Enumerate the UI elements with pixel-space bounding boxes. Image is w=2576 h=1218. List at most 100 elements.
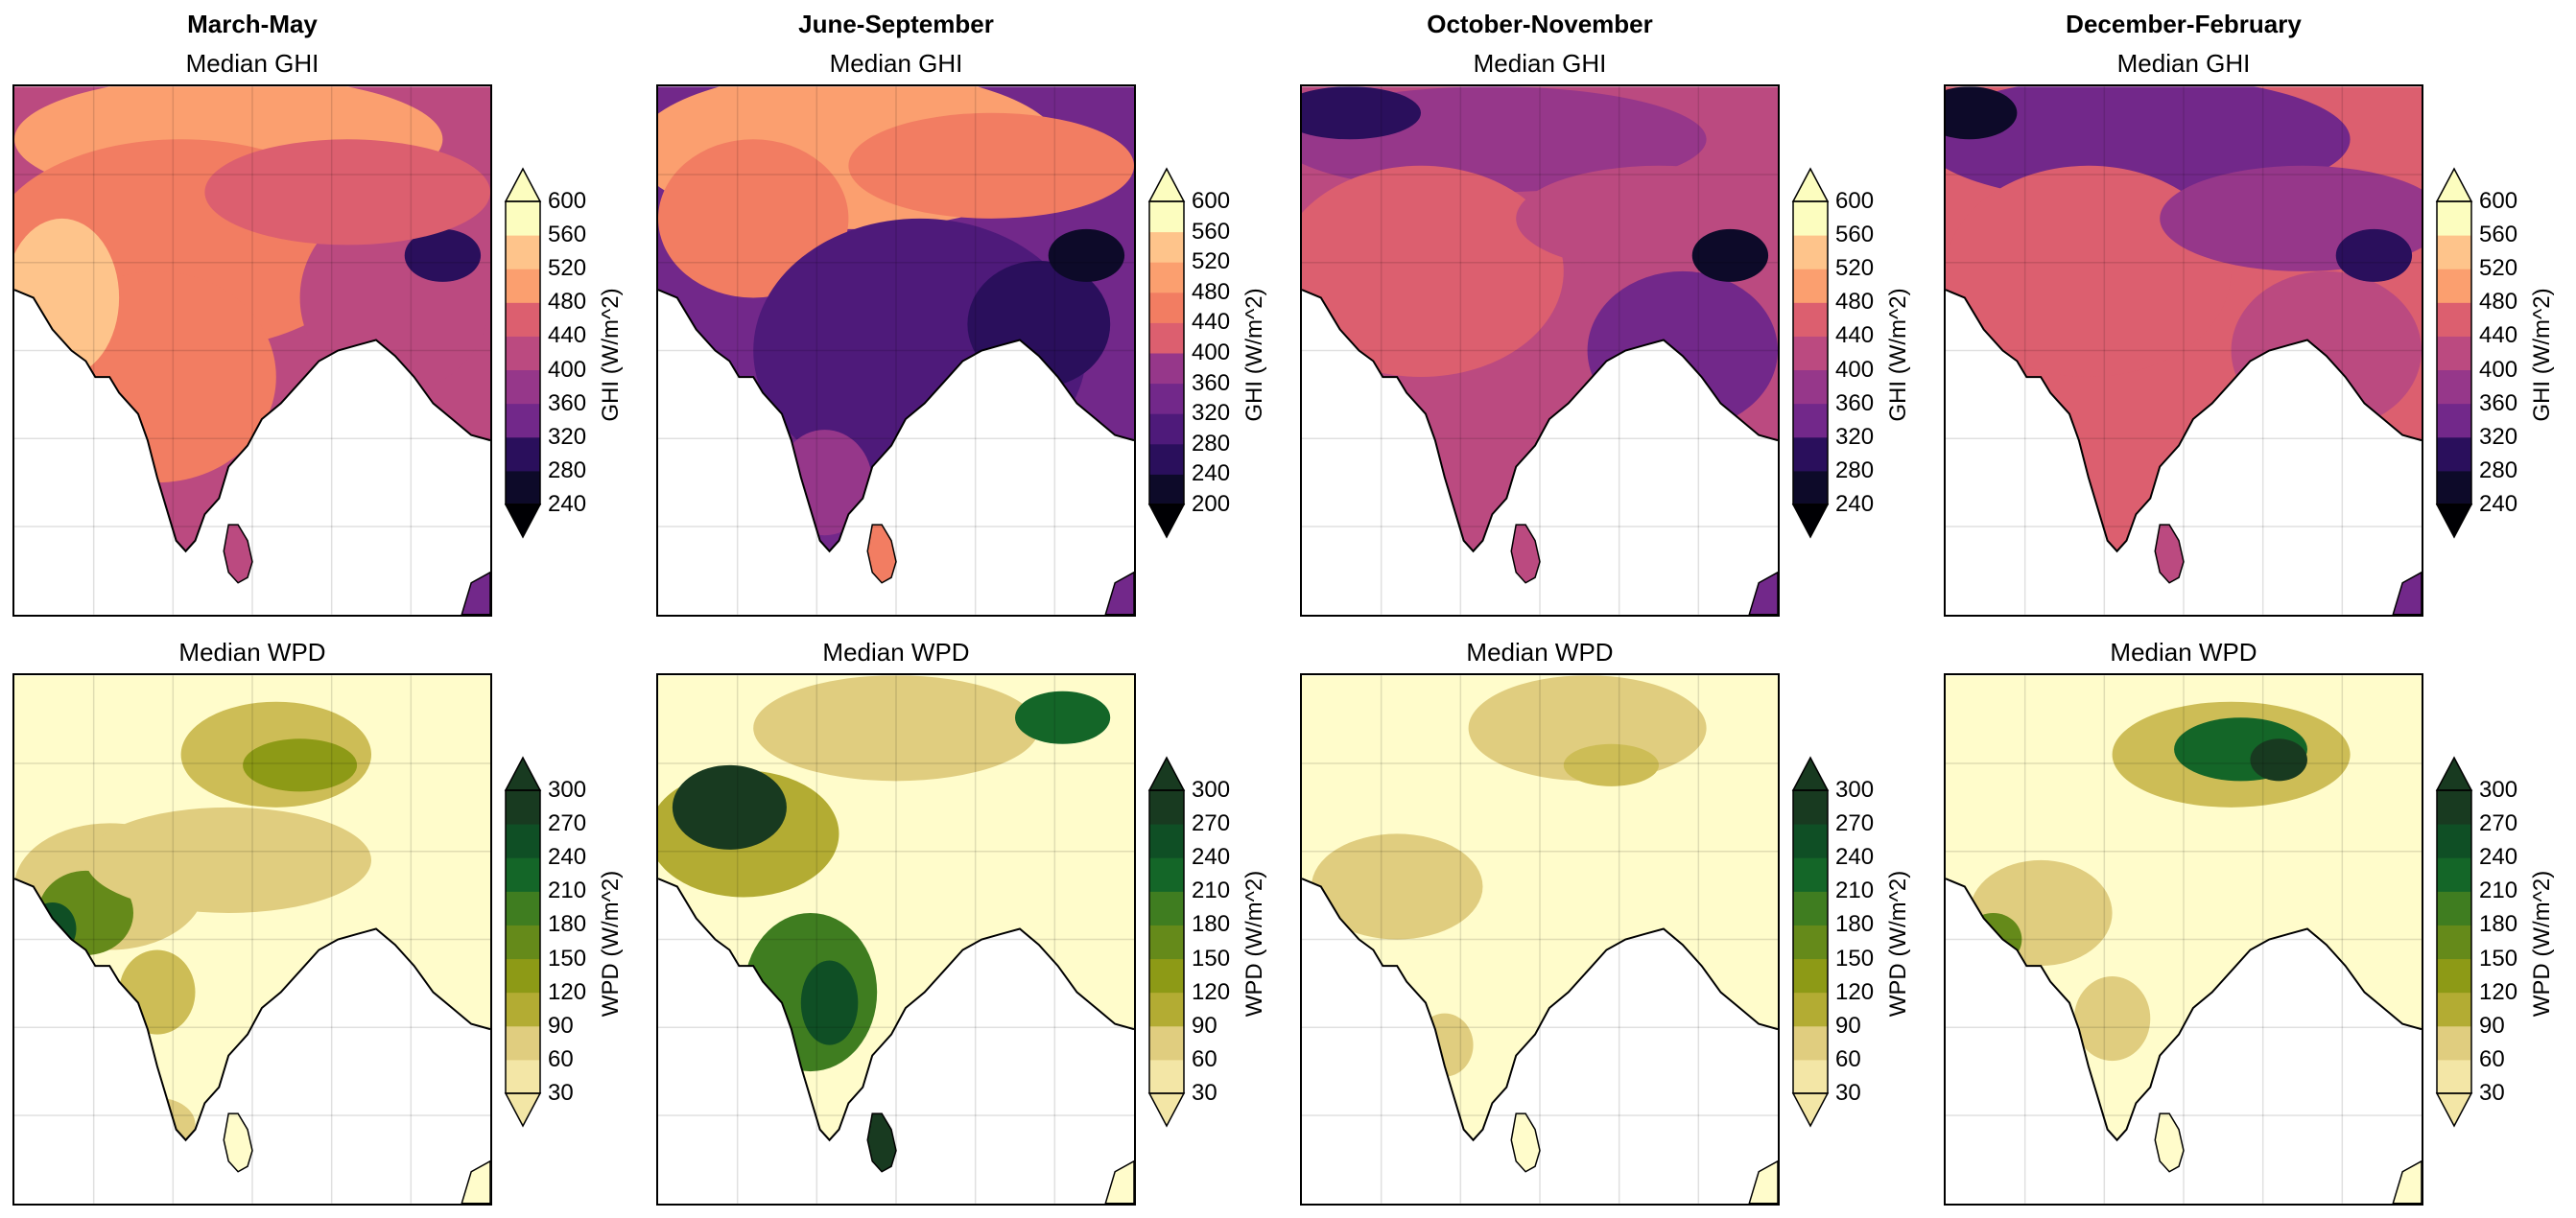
wpd-colorbar-tick-label: 270 <box>1835 810 1875 837</box>
wpd-colorbar-segment <box>1793 824 1828 858</box>
wpd-panel <box>12 673 492 1206</box>
wpd-colorbar-frame <box>2436 789 2472 1094</box>
ghi-colorbar-segment <box>506 403 540 438</box>
wpd-field-patch <box>119 949 196 1035</box>
ghi-colorbar-swatches <box>1147 167 1186 539</box>
sri-lanka-landmass <box>2154 524 2185 584</box>
ghi-colorbar-swatches <box>1791 167 1830 539</box>
wpd-colorbar-tick-label: 210 <box>1835 878 1875 904</box>
corner-landmass <box>1748 571 1778 615</box>
ghi-colorbar-segment <box>2437 235 2471 269</box>
ghi-colorbar-label: GHI (W/m^2) <box>1885 288 1911 422</box>
ghi-field-patch <box>2335 228 2413 282</box>
wpd-colorbar-swatches <box>1791 756 1830 1128</box>
ghi-colorbar-tick-label: 600 <box>1192 188 1231 214</box>
wpd-colorbar-tick-label: 210 <box>548 878 587 904</box>
wpd-colorbar-segment <box>1793 790 1828 825</box>
ghi-panel-title: Median GHI <box>185 49 319 78</box>
ghi-colorbar-extend-min <box>1791 504 1830 539</box>
ghi-map-canvas <box>1302 86 1778 615</box>
ghi-colorbar-tick-label: 400 <box>2479 356 2518 383</box>
wpd-panel <box>656 673 1136 1206</box>
ghi-colorbar-tick-label: 480 <box>2479 289 2518 316</box>
wpd-map-canvas <box>658 675 1134 1204</box>
wpd-field-patch <box>1015 691 1111 744</box>
wpd-colorbar-tick-label: 210 <box>1192 878 1231 904</box>
ghi-map <box>1300 84 1780 617</box>
ghi-field <box>14 86 490 551</box>
wpd-colorbar-segment <box>1149 958 1184 994</box>
wpd-map-canvas <box>1302 675 1778 1204</box>
wpd-colorbar-segment <box>1149 857 1184 892</box>
ghi-colorbar-label: GHI (W/m^2) <box>2529 288 2555 422</box>
ghi-colorbar-segment <box>506 235 540 269</box>
wpd-colorbar-tick-label: 60 <box>2479 1045 2505 1072</box>
wpd-colorbar-tick-label: 270 <box>548 810 587 837</box>
wpd-colorbar-tick-label: 60 <box>1192 1045 1217 1072</box>
ghi-colorbar-tick-label: 440 <box>1192 309 1231 336</box>
wpd-colorbar-tick-label: 240 <box>2479 844 2518 871</box>
wpd-colorbar-tick-label: 120 <box>1192 978 1231 1005</box>
wpd-colorbar-extend-min <box>2435 1092 2473 1128</box>
wpd-colorbar-segment <box>1793 958 1828 994</box>
wpd-map <box>1944 673 2423 1206</box>
wpd-panel-title: Median WPD <box>1466 638 1614 667</box>
wpd-colorbar-segment <box>1793 925 1828 960</box>
wpd-colorbar-tick-label: 90 <box>548 1012 574 1039</box>
wpd-field-patch <box>119 1097 196 1140</box>
wpd-colorbar-extend-max <box>504 756 542 791</box>
wpd-field-patch <box>1969 859 2113 967</box>
wpd-colorbar-segment <box>1149 891 1184 925</box>
wpd-colorbar-extend-min <box>504 1092 542 1128</box>
ghi-colorbar-swatches <box>2435 167 2473 539</box>
sri-lanka-landmass <box>866 524 897 584</box>
wpd-colorbar-tick-label: 90 <box>2479 1012 2505 1039</box>
wpd-colorbar-frame <box>1148 789 1185 1094</box>
ghi-colorbar: 600 560 520 480 440 400 360 320 280 240 200 GHI (W/… <box>1147 167 1267 539</box>
wpd-colorbar-tick-label: 300 <box>1835 777 1875 803</box>
ghi-colorbar-tick-label: 400 <box>1835 356 1875 383</box>
ghi-colorbar-tick-label: 440 <box>1835 322 1875 349</box>
ghi-colorbar-tick-label: 520 <box>1835 255 1875 282</box>
ghi-colorbar-segment <box>1149 262 1184 293</box>
ghi-colorbar-segment <box>2437 403 2471 438</box>
wpd-colorbar-tick-label: 300 <box>548 777 587 803</box>
corner-landmass <box>461 571 490 615</box>
ghi-colorbar-tick-label: 480 <box>548 289 587 316</box>
ghi-colorbar-segment <box>2437 436 2471 472</box>
wpd-map <box>12 673 492 1206</box>
corner-landmass <box>1748 1159 1778 1204</box>
wpd-panel <box>1944 673 2423 1206</box>
ghi-colorbar: 600 560 520 480 440 400 360 320 280 240 GHI (W/m^2… <box>1791 167 1911 539</box>
wpd-colorbar-tick-label: 60 <box>548 1045 574 1072</box>
season-title: June-September <box>798 10 994 38</box>
coastline <box>14 289 490 553</box>
ghi-field-patch <box>1302 165 1564 378</box>
wpd-colorbar: 300 270 240 210 180 150 120 90 60 30 WPD (W/m^2) <box>504 756 624 1128</box>
wpd-colorbar-segment <box>1149 992 1184 1027</box>
wpd-colorbar-tick-label: 180 <box>548 911 587 938</box>
ghi-colorbar-tick-label: 520 <box>1192 248 1231 275</box>
wpd-colorbar-extend-max <box>1147 756 1186 791</box>
ghi-colorbar-tick-label: 240 <box>1192 460 1231 487</box>
ghi-panel <box>1944 84 2423 617</box>
ghi-colorbar-segment <box>1149 443 1184 475</box>
ghi-colorbar-tick-label: 600 <box>2479 188 2518 214</box>
ghi-colorbar-tick-label: 400 <box>548 356 587 383</box>
ghi-panel <box>656 84 1136 617</box>
ghi-colorbar-swatches <box>504 167 542 539</box>
ghi-colorbar-tick-label: 280 <box>2479 457 2518 483</box>
wpd-colorbar-segment <box>1793 1059 1828 1094</box>
ghi-colorbar-segment <box>1149 413 1184 445</box>
sri-lanka-landmass <box>866 1113 897 1173</box>
ghi-colorbar-tick-label: 360 <box>548 389 587 416</box>
wpd-colorbar-tick-label: 150 <box>2479 945 2518 972</box>
wpd-colorbar-tick-label: 270 <box>1192 810 1231 837</box>
wpd-field-patch <box>2250 738 2307 782</box>
ghi-colorbar-segment <box>1149 292 1184 323</box>
wpd-colorbar-segment <box>506 824 540 858</box>
ghi-map-canvas <box>658 86 1134 615</box>
ghi-colorbar-segment <box>1793 436 1828 472</box>
wpd-colorbar-tick-label: 150 <box>1192 945 1231 972</box>
ghi-colorbar-segment <box>2437 336 2471 371</box>
